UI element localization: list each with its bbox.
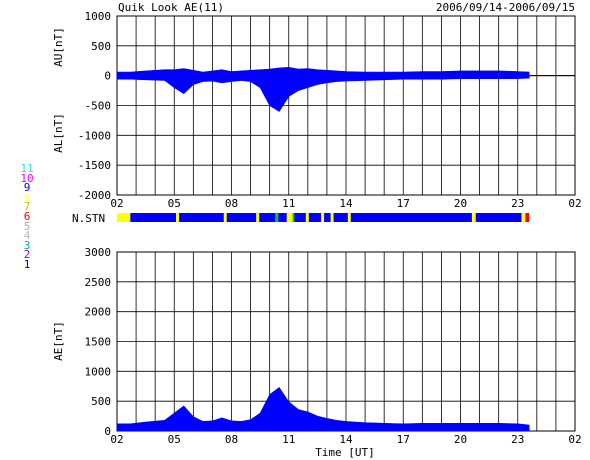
- station-legend-item: 7: [23, 200, 31, 214]
- station-count-segment: [305, 213, 309, 222]
- y-tick-label: 1000: [85, 365, 112, 378]
- station-count-segment: [176, 213, 180, 222]
- y-tick-label: 2500: [85, 276, 112, 289]
- station-legend-item: 8: [23, 190, 31, 204]
- y-tick-label: 0: [104, 70, 111, 83]
- panel-frame: [116, 15, 576, 196]
- station-legend-item: 1: [23, 257, 31, 271]
- station-count-segment: [226, 213, 257, 222]
- x-tick-label: 02: [110, 433, 123, 446]
- time-axis-label: Time [UT]: [315, 446, 375, 459]
- y-tick-label: -1000: [78, 129, 111, 142]
- station-legend: 11 10 9 8 7 6 5 4 3 2 1: [19, 162, 35, 271]
- x-tick-label: 08: [225, 197, 238, 210]
- station-count-segment: [179, 213, 224, 222]
- station-count-segment: [324, 213, 331, 222]
- station-legend-item: 3: [23, 238, 31, 252]
- station-count-segment: [308, 213, 322, 222]
- x-tick-label: 08: [225, 433, 238, 446]
- chart-title: Quik Look AE(11): [118, 1, 224, 14]
- station-count-segment: [259, 213, 276, 222]
- x-tick-label: 17: [397, 197, 410, 210]
- station-count-segment: [321, 213, 325, 222]
- al-axis-label: AL[nT]: [52, 113, 65, 153]
- station-count-segment: [294, 213, 306, 222]
- station-legend-item: 9: [23, 181, 31, 195]
- station-count-segment: [525, 213, 530, 222]
- y-tick-label: -500: [85, 100, 112, 113]
- station-legend-item: 2: [23, 248, 31, 262]
- station-count-bar: [117, 213, 530, 222]
- station-count-segment: [286, 213, 293, 222]
- y-tick-label: 1000: [85, 10, 112, 23]
- station-legend-item: 10: [20, 171, 34, 185]
- y-tick-label: -2000: [78, 189, 111, 202]
- station-count-segment: [130, 213, 177, 222]
- station-count-segment: [292, 213, 295, 222]
- au-area: [116, 67, 530, 76]
- x-tick-label: 14: [339, 197, 353, 210]
- al-area: [116, 75, 530, 112]
- station-count-segment: [350, 213, 472, 222]
- y-tick-label: -1500: [78, 159, 111, 172]
- station-legend-item: 4: [23, 229, 31, 243]
- station-count-segment: [275, 213, 279, 222]
- x-tick-label: 20: [454, 197, 467, 210]
- x-tick-label: 05: [168, 433, 181, 446]
- x-tick-label: 05: [168, 197, 181, 210]
- y-tick-label: 2000: [85, 306, 112, 319]
- x-tick-label: 02: [568, 433, 581, 446]
- y-tick-label: 500: [91, 40, 111, 53]
- station-count-segment: [278, 213, 287, 222]
- x-tick-label: 02: [110, 197, 123, 210]
- x-tick-label: 11: [282, 197, 295, 210]
- x-tick-label: 14: [339, 433, 353, 446]
- station-legend-item: 6: [23, 209, 31, 223]
- station-legend-item: 5: [23, 219, 31, 233]
- station-count-segment: [333, 213, 348, 222]
- y-tick-label: 1500: [85, 336, 112, 349]
- x-tick-label: 17: [397, 433, 410, 446]
- y-tick-label: 0: [104, 425, 111, 438]
- station-count-segment: [330, 213, 334, 222]
- station-count-segment: [117, 213, 131, 222]
- y-tick-label: 3000: [85, 246, 112, 259]
- station-count-segment: [521, 213, 526, 222]
- station-count-segment: [256, 213, 260, 222]
- x-tick-label: 23: [511, 197, 524, 210]
- x-tick-label: 23: [511, 433, 524, 446]
- ae-axis-label: AE[nT]: [52, 321, 65, 361]
- x-tick-label: 11: [282, 433, 295, 446]
- station-count-segment: [471, 213, 476, 222]
- station-count-segment: [223, 213, 227, 222]
- station-legend-item: 11: [20, 162, 34, 175]
- au-axis-label: AU[nT]: [52, 27, 65, 67]
- chart-date-range: 2006/09/14-2006/09/15: [436, 1, 575, 14]
- nstn-label: N.STN: [72, 212, 105, 225]
- x-tick-label: 02: [568, 197, 581, 210]
- y-tick-label: 500: [91, 395, 111, 408]
- station-count-segment: [347, 213, 351, 222]
- station-count-segment: [475, 213, 522, 222]
- x-tick-label: 20: [454, 433, 467, 446]
- ae-area: [116, 387, 530, 432]
